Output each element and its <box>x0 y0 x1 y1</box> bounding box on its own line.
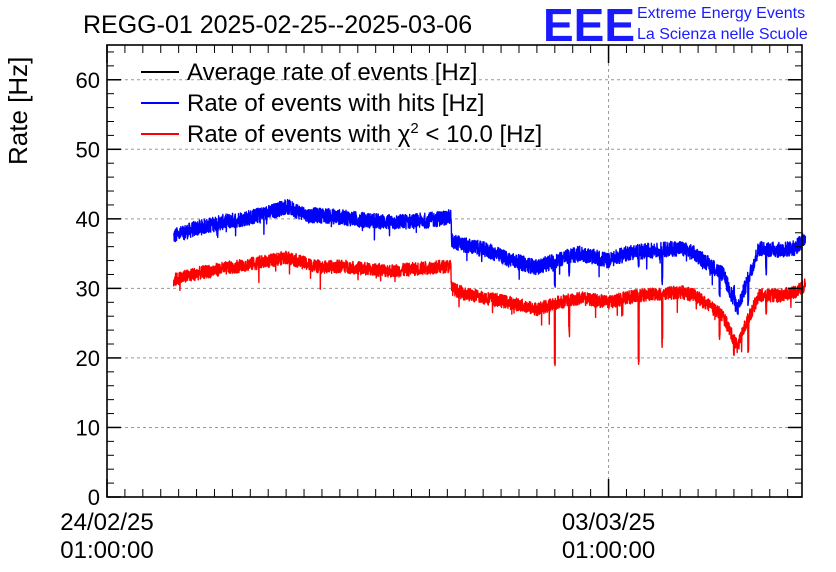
legend-chi-suffix: < 10.0 [Hz] <box>419 121 542 148</box>
legend-label-hits: Rate of events with hits [Hz] <box>187 90 484 117</box>
series-line-hits <box>173 198 807 316</box>
chart-title: REGG-01 2025-02-25--2025-03-06 <box>83 11 472 39</box>
legend: Average rate of events [Hz] Rate of even… <box>141 59 542 148</box>
brand-line-2: La Scienza nelle Scuole <box>637 26 808 43</box>
y-tick-label: 50 <box>76 137 100 162</box>
legend-chi-prefix: Rate of events with <box>187 121 398 148</box>
y-tick-label: 30 <box>76 276 100 301</box>
legend-label-avg: Average rate of events [Hz] <box>187 59 477 86</box>
legend-label-chi: Rate of events with χ2 < 10.0 [Hz] <box>187 120 542 148</box>
series-line-chi <box>172 250 807 367</box>
eee-logo: EEE <box>543 0 635 51</box>
y-axis-label: Rate [Hz] <box>3 57 33 165</box>
y-tick-label: 40 <box>76 207 100 232</box>
legend-chi-symbol: χ <box>398 121 411 148</box>
x-tick-time: 01:00:00 <box>60 537 153 564</box>
y-tick-label: 60 <box>76 68 100 93</box>
brand-block: EEE Extreme Energy Events La Scienza nel… <box>543 0 808 51</box>
legend-chi-sup: 2 <box>410 120 418 137</box>
y-tick-label: 0 <box>88 485 100 510</box>
brand-line-1: Extreme Energy Events <box>637 5 805 22</box>
y-tick-label: 20 <box>76 346 100 371</box>
x-tick-date: 24/02/25 <box>60 509 153 536</box>
x-tick-date: 03/03/25 <box>562 509 655 536</box>
series-layer <box>172 198 807 367</box>
axis-ticks: 010203040506024/02/2501:00:0003/03/2501:… <box>60 45 802 564</box>
x-tick-time: 01:00:00 <box>562 537 655 564</box>
y-tick-label: 10 <box>76 415 100 440</box>
plot-frame <box>106 44 803 498</box>
